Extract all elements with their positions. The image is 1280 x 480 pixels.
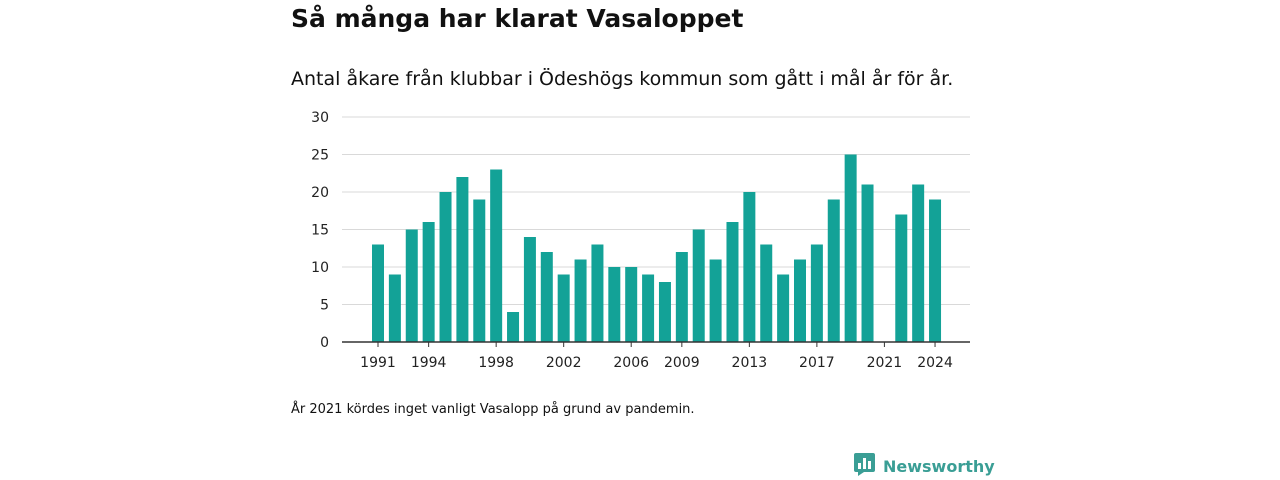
bar-2019 (844, 154, 857, 342)
x-axis-tick-labels: 1991 1994 1998 2002 2006 2009 2013 2017 2021 2024 (360, 342, 953, 371)
x-tick-label: 1991 (360, 355, 396, 371)
x-tick-label: 2009 (664, 355, 700, 371)
x-tick-label: 2013 (732, 355, 768, 371)
bar-chart-bubble-icon (853, 452, 876, 480)
y-tick-label: 5 (320, 298, 329, 314)
bar-2023 (912, 184, 925, 342)
y-axis-tick-labels: 0 5 10 15 20 25 30 (311, 110, 329, 351)
y-tick-label: 30 (311, 110, 329, 126)
brand-name: Newsworthy (883, 457, 995, 476)
bar-2014 (760, 244, 773, 342)
y-tick-label: 0 (320, 335, 329, 351)
gridlines (342, 116, 970, 305)
bar-1991 (372, 244, 384, 342)
bar-2007 (642, 274, 655, 342)
bar-2018 (827, 199, 840, 342)
bar-2008 (658, 282, 671, 342)
bar-2002 (557, 274, 570, 342)
bar-2024 (929, 199, 942, 342)
x-tick-label: 1998 (478, 355, 514, 371)
bar-2011 (709, 259, 722, 342)
x-tick-label: 1994 (411, 355, 447, 371)
x-tick-label: 2024 (917, 355, 953, 371)
footnote: År 2021 kördes inget vanligt Vasalopp på… (291, 402, 695, 417)
bar-2009 (675, 252, 688, 342)
chart-subtitle: Antal åkare från klubbar i Ödeshögs komm… (291, 68, 954, 90)
bar-2001 (540, 252, 553, 342)
bar-2010 (692, 229, 705, 342)
x-tick-label: 2017 (799, 355, 835, 371)
bar-1997 (473, 199, 486, 342)
x-tick-label: 2002 (546, 355, 582, 371)
bar-1998 (490, 169, 503, 342)
bar-2004 (591, 244, 604, 342)
bar-2015 (777, 274, 790, 342)
bars (372, 154, 942, 342)
y-tick-label: 10 (311, 260, 329, 276)
y-tick-label: 15 (311, 223, 329, 239)
bar-1999 (507, 312, 520, 342)
bar-2020 (861, 184, 874, 342)
bar-2013 (743, 192, 756, 342)
bar-1993 (405, 229, 418, 342)
y-tick-label: 25 (311, 148, 329, 164)
bar-1996 (456, 177, 469, 342)
bar-2017 (810, 244, 823, 342)
bar-2003 (574, 259, 587, 342)
bar-2006 (625, 267, 638, 342)
bar-1995 (439, 192, 452, 342)
x-tick-label: 2021 (867, 355, 903, 371)
chart-title: Så många har klarat Vasaloppet (291, 4, 744, 33)
bar-2005 (608, 267, 621, 342)
bar-1992 (388, 274, 401, 342)
y-tick-label: 20 (311, 185, 329, 201)
bar-2012 (726, 222, 739, 342)
bar-2000 (523, 237, 536, 342)
brand-logo[interactable]: Newsworthy (853, 452, 995, 480)
bar-2022 (895, 214, 908, 342)
bar-2016 (794, 259, 806, 342)
x-tick-label: 2006 (613, 355, 649, 371)
bar-1994 (422, 222, 435, 342)
